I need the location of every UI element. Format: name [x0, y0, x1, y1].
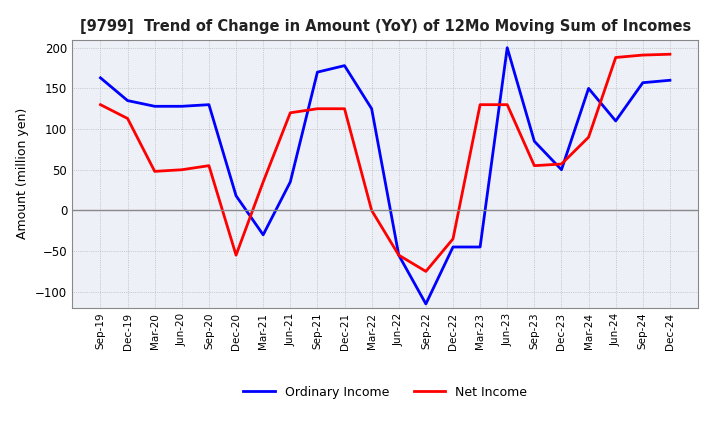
Net Income	[150, 169, 159, 174]
Ordinary Income	[123, 98, 132, 103]
Net Income	[476, 102, 485, 107]
Ordinary Income	[341, 63, 349, 68]
Ordinary Income	[611, 118, 620, 124]
Net Income	[367, 208, 376, 213]
Net Income	[259, 179, 268, 184]
Net Income	[639, 52, 647, 58]
Ordinary Income	[639, 80, 647, 85]
Net Income	[123, 116, 132, 121]
Ordinary Income	[96, 75, 105, 81]
Net Income	[665, 51, 674, 57]
Net Income	[313, 106, 322, 111]
Line: Ordinary Income: Ordinary Income	[101, 48, 670, 304]
Net Income	[341, 106, 349, 111]
Ordinary Income	[503, 45, 511, 50]
Net Income	[395, 253, 403, 258]
Net Income	[204, 163, 213, 169]
Ordinary Income	[395, 253, 403, 258]
Net Income	[178, 167, 186, 172]
Ordinary Income	[476, 244, 485, 249]
Legend: Ordinary Income, Net Income: Ordinary Income, Net Income	[238, 381, 532, 404]
Ordinary Income	[421, 301, 430, 307]
Ordinary Income	[150, 104, 159, 109]
Line: Net Income: Net Income	[101, 54, 670, 271]
Net Income	[503, 102, 511, 107]
Ordinary Income	[530, 139, 539, 144]
Ordinary Income	[557, 167, 566, 172]
Net Income	[557, 161, 566, 167]
Ordinary Income	[286, 179, 294, 184]
Y-axis label: Amount (million yen): Amount (million yen)	[17, 108, 30, 239]
Net Income	[584, 135, 593, 140]
Ordinary Income	[232, 193, 240, 198]
Net Income	[611, 55, 620, 60]
Ordinary Income	[665, 77, 674, 83]
Ordinary Income	[204, 102, 213, 107]
Ordinary Income	[178, 104, 186, 109]
Net Income	[286, 110, 294, 115]
Ordinary Income	[367, 106, 376, 111]
Ordinary Income	[259, 232, 268, 238]
Net Income	[421, 269, 430, 274]
Ordinary Income	[584, 86, 593, 91]
Net Income	[96, 102, 105, 107]
Ordinary Income	[313, 70, 322, 75]
Ordinary Income	[449, 244, 457, 249]
Title: [9799]  Trend of Change in Amount (YoY) of 12Mo Moving Sum of Incomes: [9799] Trend of Change in Amount (YoY) o…	[80, 19, 690, 34]
Net Income	[449, 236, 457, 242]
Net Income	[530, 163, 539, 169]
Net Income	[232, 253, 240, 258]
